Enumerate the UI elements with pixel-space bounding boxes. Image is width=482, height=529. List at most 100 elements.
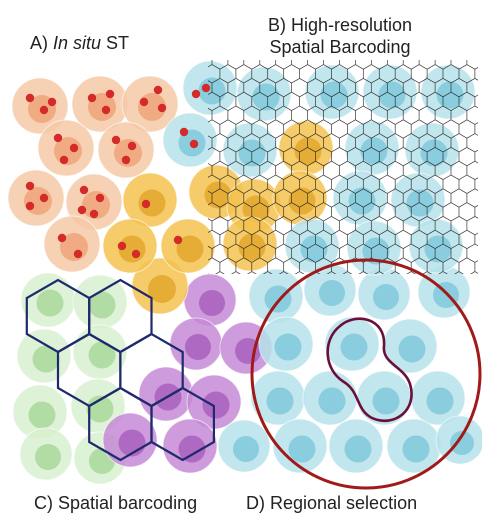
rna-transcript-dot bbox=[179, 127, 189, 137]
tissue-cell-nucleus bbox=[340, 333, 368, 361]
rna-transcript-dot bbox=[127, 141, 137, 151]
in-situ-cell-nucleus bbox=[138, 189, 166, 217]
tissue-cell bbox=[386, 418, 442, 474]
in-situ-cell-nucleus bbox=[204, 181, 232, 209]
rna-transcript-dot bbox=[141, 199, 151, 209]
barcoded-cell bbox=[420, 64, 476, 120]
rna-transcript-dot bbox=[69, 143, 79, 153]
rna-transcript-dot bbox=[73, 249, 83, 259]
rna-transcript-dot bbox=[153, 85, 163, 95]
rna-transcript-dot bbox=[87, 93, 97, 103]
rna-transcript-dot bbox=[39, 193, 49, 203]
barcoded-cell-nucleus bbox=[238, 233, 266, 261]
tissue-cell bbox=[186, 374, 242, 430]
tissue-cell bbox=[16, 328, 72, 384]
barcoded-cell bbox=[304, 64, 360, 120]
tissue-cell-nucleus bbox=[398, 335, 426, 363]
tissue-cell-nucleus bbox=[36, 289, 64, 317]
rna-transcript-dot bbox=[89, 209, 99, 219]
in-situ-cell bbox=[71, 75, 129, 133]
selection-circle bbox=[250, 258, 482, 490]
rna-transcript-dot bbox=[25, 181, 35, 191]
spatial-barcode-hexagons bbox=[25, 278, 215, 462]
in-situ-cell bbox=[122, 172, 178, 228]
panel-a-title: A) In situ ST bbox=[30, 33, 130, 53]
rna-transcript-dot bbox=[39, 105, 49, 115]
in-situ-cell bbox=[65, 173, 123, 231]
tissue-cell-nucleus bbox=[450, 431, 474, 455]
rna-transcript-dot bbox=[59, 155, 69, 165]
barcoded-cell bbox=[272, 170, 328, 226]
tissue-cell bbox=[72, 274, 128, 330]
rna-transcript-dot bbox=[121, 155, 131, 165]
rna-transcript-dot bbox=[191, 89, 201, 99]
tissue-cell bbox=[324, 316, 380, 372]
tissue-cell bbox=[169, 317, 223, 371]
tissue-cell bbox=[302, 370, 358, 426]
barcoded-cell-nucleus bbox=[252, 83, 280, 111]
tissue-cell bbox=[138, 366, 194, 422]
in-situ-cell bbox=[43, 215, 101, 273]
tissue-cell-nucleus bbox=[178, 435, 206, 463]
panel-d-title: D) Regional selection bbox=[246, 493, 418, 513]
rna-transcript-dot bbox=[25, 201, 35, 211]
tissue-cell-nucleus bbox=[35, 444, 61, 470]
panel-b-title-line2: Spatial Barcoding bbox=[269, 37, 411, 57]
tissue-cell-nucleus bbox=[266, 387, 294, 415]
tissue-cell bbox=[72, 324, 128, 380]
barcode-spot-hexagon bbox=[150, 386, 215, 462]
rna-transcript-dot bbox=[139, 97, 149, 107]
in-situ-cell bbox=[97, 121, 155, 179]
tissue-cell-nucleus bbox=[88, 341, 116, 369]
in-situ-cell-nucleus bbox=[176, 235, 204, 263]
tissue-cell bbox=[102, 412, 158, 468]
barcoded-cell-nucleus bbox=[294, 137, 322, 165]
tissue-cell-nucleus bbox=[288, 435, 316, 463]
tissue-cell bbox=[328, 418, 384, 474]
rna-transcript-dot bbox=[131, 249, 141, 259]
panel-b-title-line1: B) High-resolution bbox=[267, 15, 413, 35]
tissue-cell bbox=[357, 267, 411, 321]
in-situ-cell bbox=[160, 218, 216, 274]
barcoded-cell-nucleus bbox=[242, 195, 270, 223]
barcoded-cell bbox=[222, 216, 278, 272]
tissue-cell bbox=[248, 268, 304, 324]
in-situ-cell bbox=[7, 169, 65, 227]
rna-transcript-dot bbox=[189, 139, 199, 149]
tissue-cell bbox=[162, 418, 218, 474]
tissue-cell bbox=[19, 427, 73, 481]
rna-transcript-dot bbox=[53, 133, 63, 143]
tissue-cell-nucleus bbox=[202, 391, 230, 419]
tissue-cell-nucleus bbox=[86, 395, 114, 423]
panel-c-title: C) Spatial barcoding bbox=[34, 493, 198, 513]
tissue-cell bbox=[303, 263, 357, 317]
tissue-cell bbox=[20, 272, 76, 328]
rna-transcript-dot bbox=[47, 97, 57, 107]
in-situ-cell bbox=[102, 218, 158, 274]
tissue-cell bbox=[258, 316, 314, 372]
tissue-cell-nucleus bbox=[233, 436, 259, 462]
tissue-cell-nucleus bbox=[402, 435, 430, 463]
rna-transcript-dot bbox=[79, 185, 89, 195]
rna-transcript-dot bbox=[117, 241, 127, 251]
tissue-cell bbox=[356, 370, 412, 426]
rna-transcript-dot bbox=[105, 89, 115, 99]
tissue-cell-nucleus bbox=[426, 387, 454, 415]
barcoded-cell-nucleus bbox=[362, 237, 390, 265]
in-situ-cell bbox=[37, 119, 95, 177]
panel-b-title: B) High-resolution Spatial Barcoding bbox=[230, 14, 450, 58]
rna-transcript-dot bbox=[101, 105, 111, 115]
in-situ-cell bbox=[11, 77, 69, 135]
high-res-hex-grid bbox=[208, 60, 478, 274]
barcoded-cell-nucleus bbox=[424, 235, 452, 263]
tissue-cell-nucleus bbox=[88, 291, 116, 319]
rna-transcript-dot bbox=[57, 233, 67, 243]
cells-layer bbox=[7, 60, 482, 485]
rna-transcript-dot bbox=[77, 205, 87, 215]
tissue-cell bbox=[131, 257, 189, 315]
tissue-cell-nucleus bbox=[274, 333, 302, 361]
in-situ-cell bbox=[121, 75, 179, 133]
barcoded-cell-nucleus bbox=[288, 187, 316, 215]
